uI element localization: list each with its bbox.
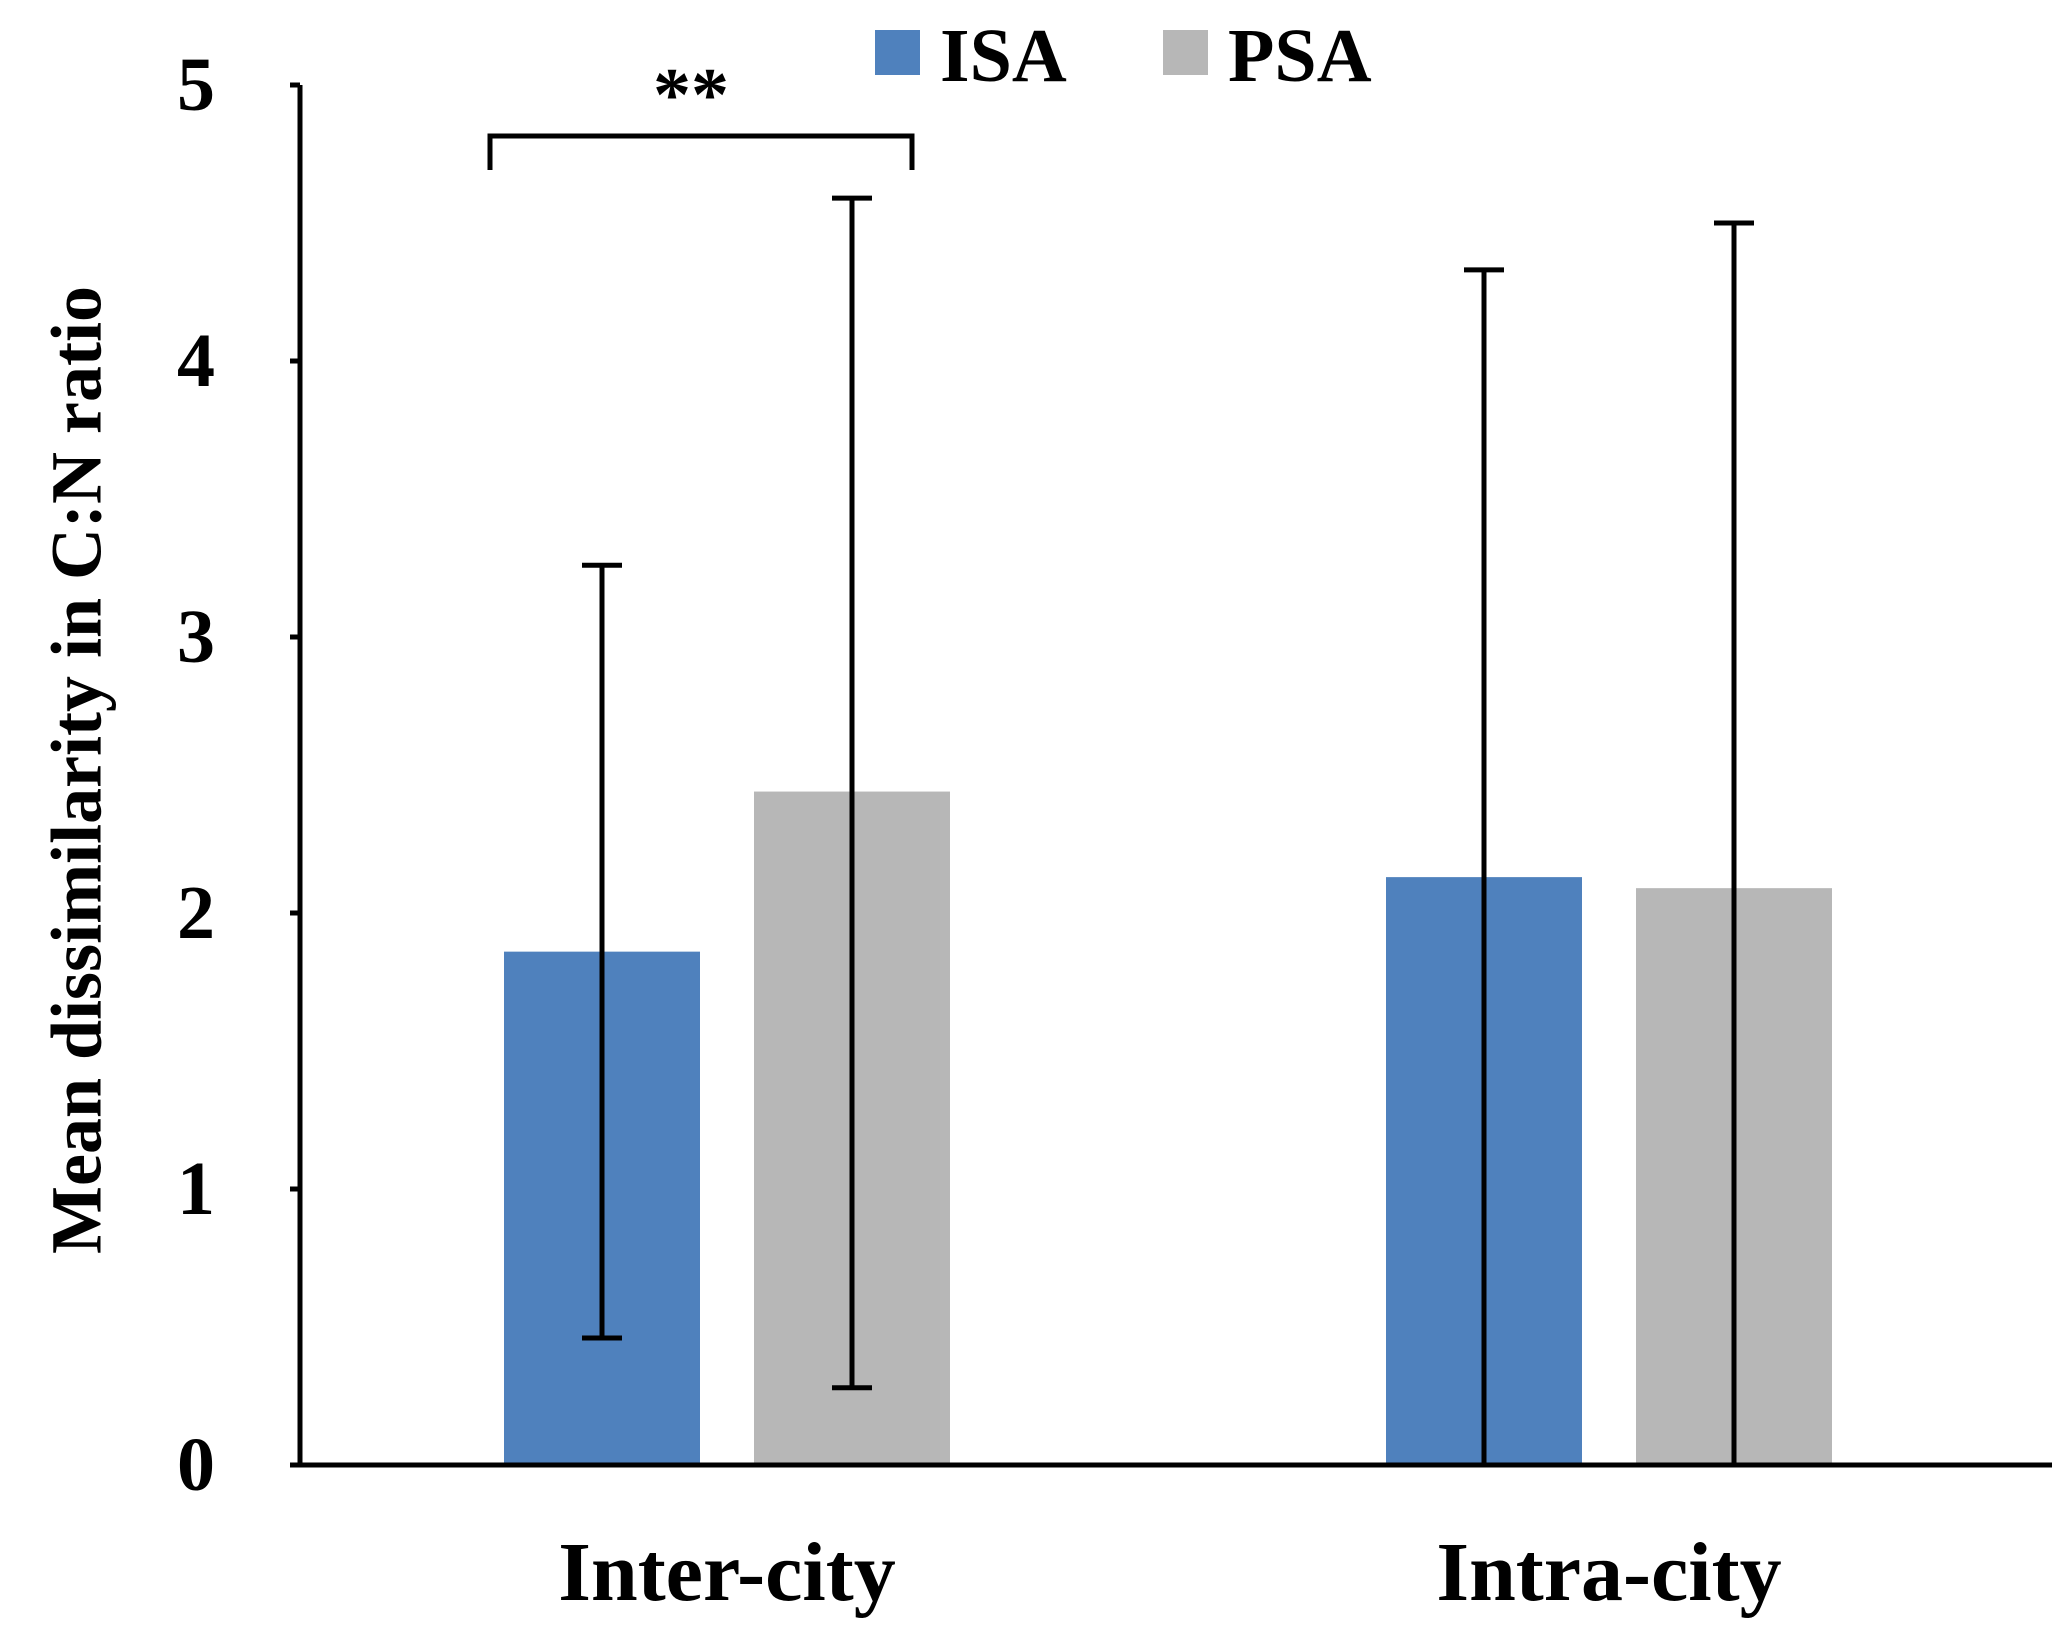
- legend-label-isa: ISA: [940, 14, 1067, 98]
- significance-stars: **: [653, 53, 729, 137]
- y-axis-label: Mean dissimilarity in C:N ratio: [37, 286, 117, 1254]
- y-tick-label: 5: [177, 43, 215, 127]
- y-tick-label: 2: [177, 871, 215, 955]
- y-tick-label: 4: [177, 319, 215, 403]
- y-tick-label: 3: [177, 595, 215, 679]
- bars-layer: [504, 791, 1832, 1465]
- significance-annotation: **: [487, 53, 915, 170]
- legend-swatch-isa: [875, 30, 920, 75]
- y-ticks-layer: 0 1 2 3 4 5: [177, 43, 300, 1507]
- significance-bracket: [487, 133, 915, 170]
- legend-swatch-psa: [1163, 30, 1208, 75]
- legend-label-psa: PSA: [1228, 14, 1372, 98]
- legend: ISA PSA: [875, 14, 1372, 98]
- error-bars-layer: [582, 195, 1754, 1465]
- y-tick-label: 0: [177, 1423, 215, 1507]
- x-category-label: Inter-city: [558, 1526, 895, 1619]
- x-category-label: Intra-city: [1436, 1526, 1781, 1619]
- y-tick-label: 1: [177, 1147, 215, 1231]
- x-labels-layer: Inter-city Intra-city: [558, 1526, 1781, 1619]
